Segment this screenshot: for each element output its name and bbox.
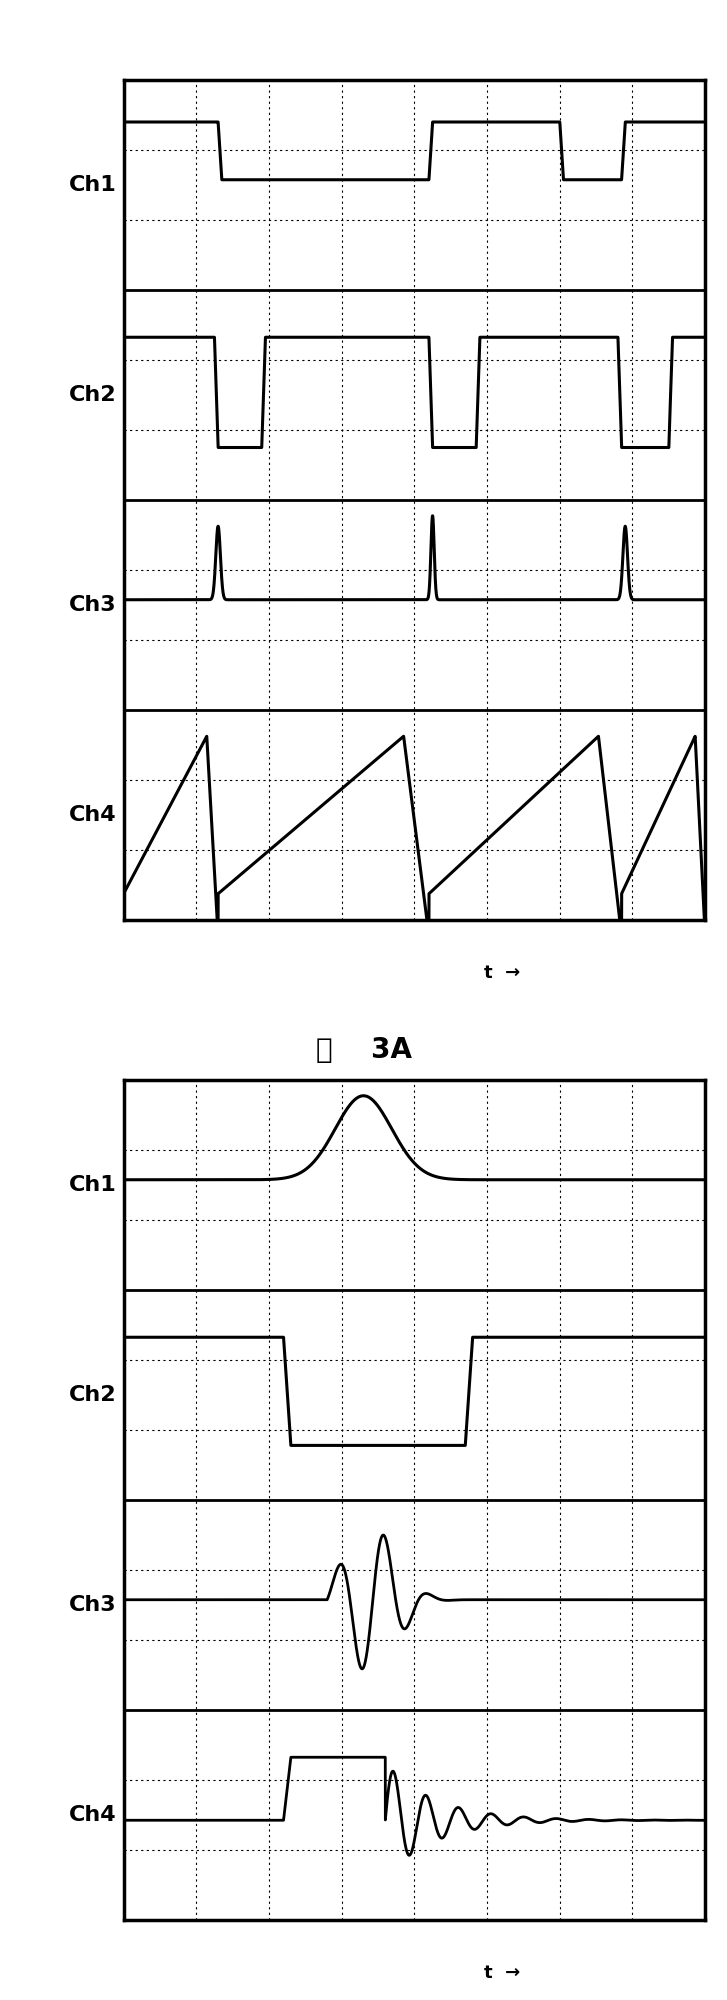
Text: Ch2: Ch2 <box>68 1384 116 1404</box>
Text: Ch4: Ch4 <box>68 804 116 824</box>
Text: Ch3: Ch3 <box>68 596 116 616</box>
Text: t  →: t → <box>483 964 520 982</box>
Text: Ch1: Ch1 <box>68 176 116 196</box>
Text: Ch2: Ch2 <box>68 384 116 404</box>
Text: 图    3A: 图 3A <box>316 1036 411 1064</box>
Text: t  →: t → <box>483 1964 520 1982</box>
Text: Ch4: Ch4 <box>68 1804 116 1824</box>
Text: Ch1: Ch1 <box>68 1174 116 1194</box>
Text: Ch3: Ch3 <box>68 1596 116 1616</box>
